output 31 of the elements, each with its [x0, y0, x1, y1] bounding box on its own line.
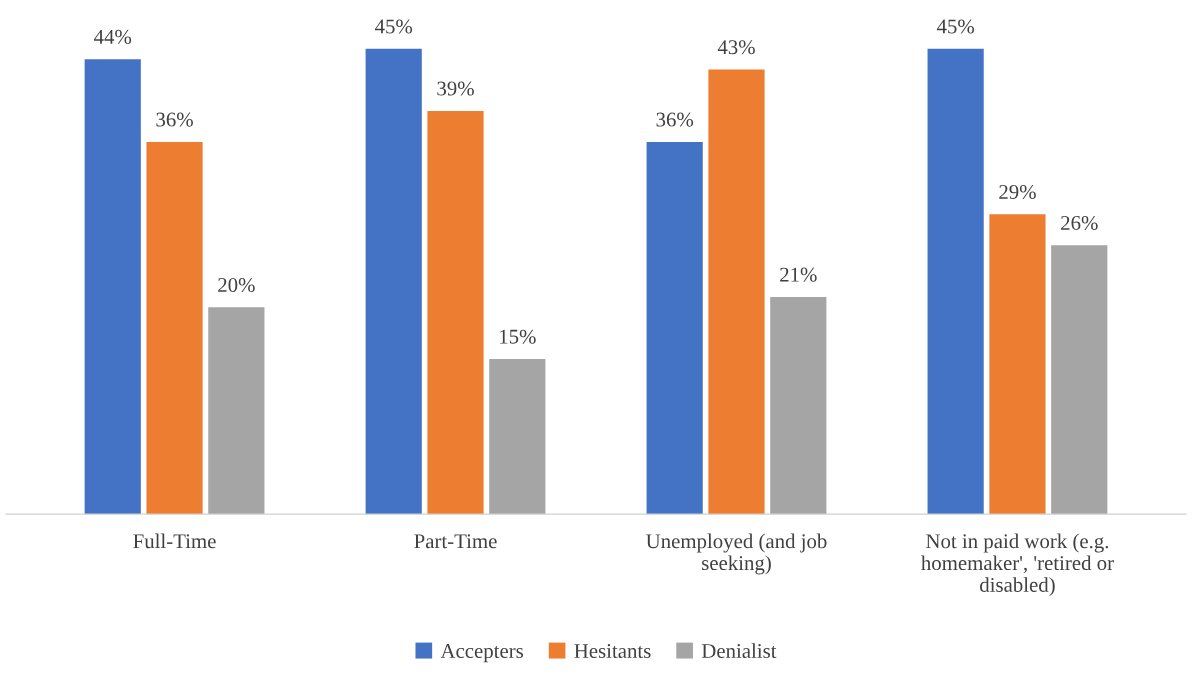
data-label: 45% — [375, 19, 413, 34]
data-label: 45% — [936, 19, 975, 34]
bar — [146, 141, 203, 515]
bar — [989, 214, 1046, 515]
legend-label: Hesitants — [574, 644, 651, 659]
data-label: 36% — [656, 112, 694, 127]
legend-label: Denialist — [701, 643, 777, 659]
bar — [365, 48, 422, 515]
bar — [84, 59, 141, 515]
bar — [208, 307, 265, 515]
x-tick-label: Part-Time — [414, 534, 497, 549]
data-label: 43% — [717, 40, 755, 55]
data-label: 36% — [156, 112, 193, 127]
data-label: 29% — [999, 184, 1036, 200]
data-label: 39% — [437, 81, 474, 96]
legend-label: Accepters — [440, 644, 524, 663]
bar — [708, 69, 765, 515]
data-label: 15% — [500, 329, 536, 344]
x-tick-label: Not in paid work (e.g. homemaker', 'retired or disabled) — [921, 533, 1114, 597]
data-label: 21% — [780, 267, 817, 282]
bar — [427, 110, 484, 515]
data-label: 20% — [218, 277, 255, 293]
bar — [927, 48, 984, 515]
x-tick-label: Full-Time — [133, 533, 216, 549]
bar — [1051, 245, 1108, 515]
data-label: 44% — [94, 29, 132, 44]
bar — [489, 359, 546, 515]
data-label: 26% — [1061, 215, 1098, 231]
bar — [646, 141, 703, 515]
bar — [770, 297, 827, 515]
x-tick-label: Unemployed (and job seeking) — [646, 533, 827, 575]
